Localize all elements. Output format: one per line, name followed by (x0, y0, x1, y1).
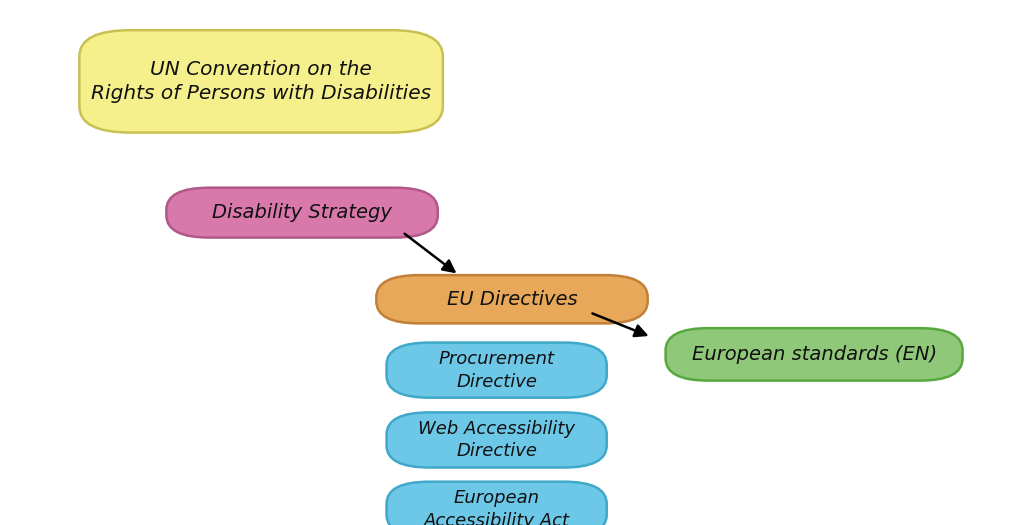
Text: Procurement
Directive: Procurement Directive (438, 350, 555, 391)
FancyBboxPatch shape (166, 188, 438, 237)
Text: European
Accessibility Act: European Accessibility Act (424, 489, 569, 525)
Text: Disability Strategy: Disability Strategy (212, 203, 392, 222)
FancyBboxPatch shape (80, 30, 442, 133)
FancyBboxPatch shape (387, 343, 606, 398)
Text: European standards (EN): European standards (EN) (691, 345, 937, 364)
FancyBboxPatch shape (387, 482, 606, 525)
Text: Web Accessibility
Directive: Web Accessibility Directive (418, 419, 575, 460)
Text: UN Convention on the
Rights of Persons with Disabilities: UN Convention on the Rights of Persons w… (91, 60, 431, 103)
FancyBboxPatch shape (377, 275, 648, 323)
FancyBboxPatch shape (387, 413, 606, 467)
FancyBboxPatch shape (666, 328, 963, 381)
Text: EU Directives: EU Directives (446, 290, 578, 309)
